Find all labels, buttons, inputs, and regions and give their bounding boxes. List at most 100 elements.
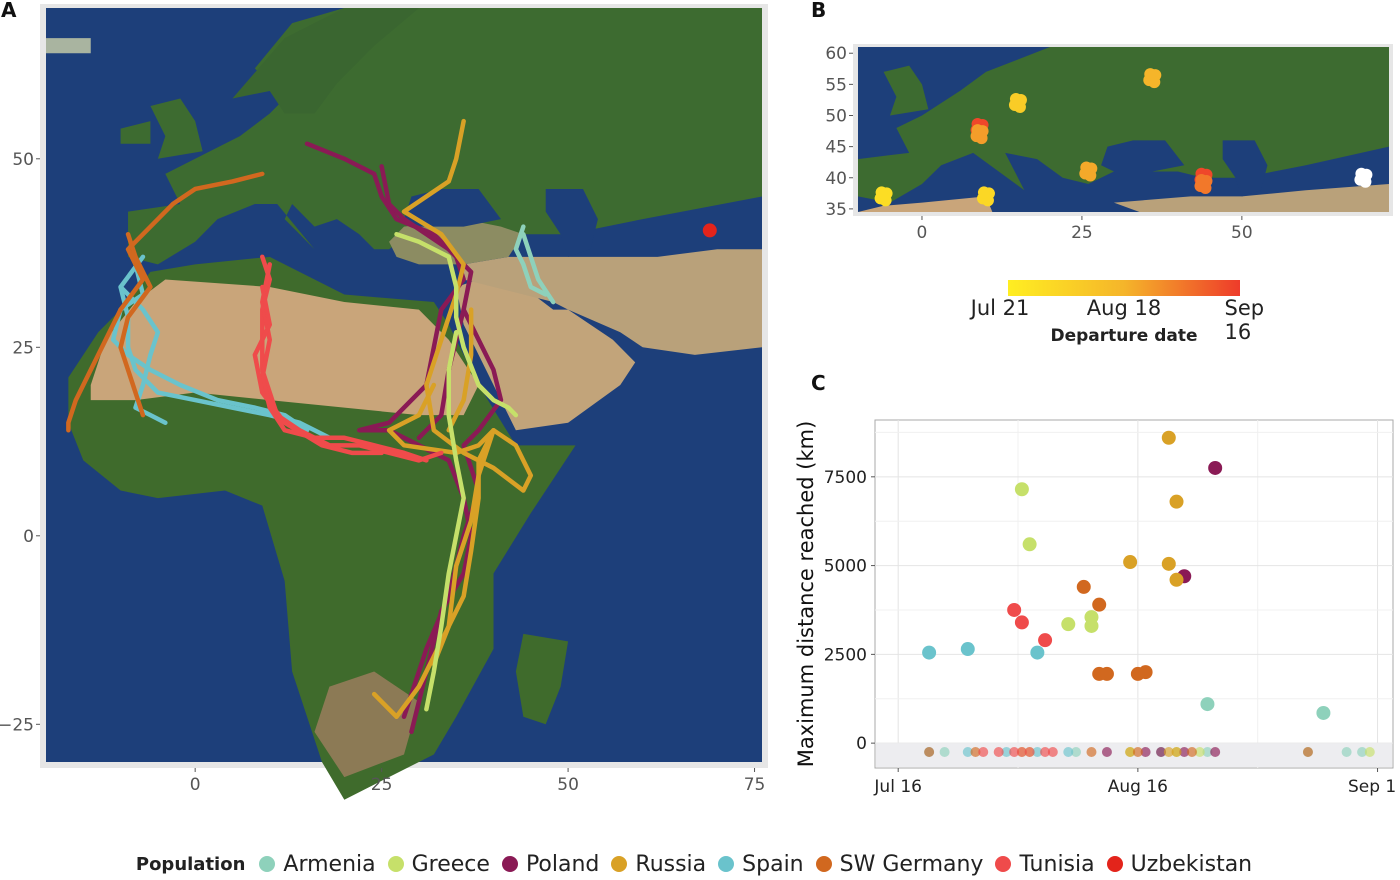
- departure-point: [1080, 161, 1093, 174]
- panel-c-scatter: 0 2500 5000 7500 Jul 16 Aug 16 Sep 16 Maximum d…: [795, 419, 1395, 797]
- y-tick-label: 50: [12, 150, 34, 170]
- y-tick-label: 40: [825, 169, 847, 189]
- y-axis-label: Maximum distance reached (km): [795, 421, 818, 768]
- legend-label: Uzbekistan: [1130, 851, 1253, 877]
- y-tick-label: 5000: [824, 557, 867, 577]
- baseline-point-armenia: [1071, 747, 1082, 758]
- panel-a-map: 0 25 50 75 50 25 0 −25: [0, 4, 768, 800]
- track-greece: [424, 329, 466, 712]
- land-middleeast: [1113, 183, 1389, 212]
- baseline-point-armenia: [1202, 747, 1213, 758]
- departure-cluster: [1194, 173, 1213, 194]
- track-uzbekistan: [702, 223, 717, 238]
- legend-item: Armenia: [259, 852, 376, 877]
- x-tick-label: 75: [744, 775, 766, 795]
- departure-cluster: [1143, 68, 1162, 89]
- point-armenia: [1200, 697, 1215, 712]
- x-tick-label: 50: [557, 775, 579, 795]
- departure-point: [977, 186, 990, 199]
- x-tick-label: Sep 16: [1348, 777, 1395, 797]
- track-poland: [379, 164, 474, 441]
- legend-items: Armenia Greece Poland Russia Spain SW Germany…: [259, 852, 1264, 877]
- land-blacksea: [404, 188, 501, 227]
- baseline-point-spain: [1032, 747, 1043, 758]
- baseline-point-greece: [1194, 747, 1205, 758]
- baseline-point-poland: [1179, 747, 1190, 758]
- panel-b-map: 0 25 50 60 55 50 45 40 35: [825, 44, 1393, 243]
- baseline-point-sw-germany: [1186, 747, 1197, 758]
- legend-label: Tunisia: [1019, 851, 1095, 877]
- legend-label: Greece: [411, 851, 490, 877]
- baseline-point-tunisia: [1016, 747, 1027, 758]
- point-russia: [1169, 494, 1184, 509]
- track-greece: [394, 231, 519, 418]
- track-spain: [118, 284, 168, 425]
- baseline-point-armenia: [1357, 747, 1368, 758]
- track-sw-germany: [118, 231, 153, 418]
- point-spain: [960, 642, 975, 657]
- baseline-point-sw-germany: [1302, 747, 1313, 758]
- x-tick-label: 50: [1231, 223, 1253, 243]
- panel-a-axes: 0 25 50 75 50 25 0 −25: [0, 150, 765, 795]
- legend-swatch: [718, 856, 735, 872]
- panel-b-label: B: [811, 0, 827, 22]
- point-russia: [1161, 430, 1176, 445]
- y-tick-label: 7500: [824, 468, 867, 488]
- legend-item: SW Germany: [815, 851, 984, 877]
- y-tick-label: 35: [825, 200, 847, 220]
- baseline-point-spain: [1063, 747, 1074, 758]
- x-tick-label: Aug 16: [1108, 777, 1168, 797]
- legend-item: Tunisia: [995, 851, 1095, 877]
- panel-a-label: A: [1, 0, 17, 22]
- track-spain: [110, 262, 310, 433]
- legend-label: Spain: [742, 851, 804, 877]
- colorbar-tick: Sep 16: [1224, 296, 1265, 344]
- point-sw-germany: [1138, 665, 1153, 680]
- legend-swatch: [1106, 856, 1123, 872]
- legend-title: Population: [135, 853, 246, 875]
- track-russia: [371, 118, 534, 720]
- baseline-point-poland: [1210, 747, 1221, 758]
- baseline-point-russia: [1125, 747, 1136, 758]
- legend-item: Uzbekistan: [1106, 851, 1253, 877]
- legend-item: Spain: [718, 851, 804, 877]
- y-tick-label: 45: [825, 138, 847, 158]
- legend-swatch: [387, 856, 404, 872]
- baseline-point-russia: [1163, 747, 1174, 758]
- y-tick-label: 0: [856, 734, 867, 754]
- land-scandinavia: [232, 8, 419, 114]
- baseline-point-spain: [1001, 747, 1012, 758]
- land-ireland: [120, 121, 151, 144]
- baseline-point-tunisia: [1047, 747, 1058, 758]
- y-tick-label: 60: [825, 44, 847, 64]
- track-poland: [304, 141, 474, 735]
- track-armenia: [513, 224, 548, 297]
- baseline-point-sw-germany: [1132, 747, 1143, 758]
- departure-point: [1195, 173, 1208, 186]
- point-greece: [1084, 618, 1099, 633]
- departure-point: [1355, 167, 1368, 180]
- land-caspian: [1222, 140, 1268, 197]
- legend-swatch: [611, 856, 628, 872]
- legend-swatch: [501, 856, 518, 872]
- baseline-point-sw-germany: [970, 747, 981, 758]
- point-russia: [1161, 556, 1176, 571]
- legend-swatch: [995, 856, 1012, 872]
- point-tunisia: [1038, 633, 1053, 648]
- point-greece: [1061, 617, 1076, 632]
- land-africa: [858, 196, 993, 212]
- panel-b-axes: 0 25 50 60 55 50 45 40 35: [825, 44, 1252, 243]
- plot-area: [874, 419, 1394, 769]
- departure-cluster: [1354, 167, 1373, 188]
- legend-label: SW Germany: [839, 851, 984, 877]
- y-tick-label: 2500: [824, 645, 867, 665]
- point-sw-germany: [1092, 597, 1107, 612]
- baseline-point-spain: [962, 747, 973, 758]
- track-tunisia: [252, 284, 384, 456]
- colorbar-title: Departure date: [1050, 326, 1198, 346]
- land-blacksea: [1101, 140, 1185, 172]
- baseline-point-poland: [1156, 747, 1167, 758]
- departure-cluster: [976, 186, 995, 207]
- baseline-point-sw-germany: [924, 747, 935, 758]
- panel-c-points: [922, 430, 1375, 758]
